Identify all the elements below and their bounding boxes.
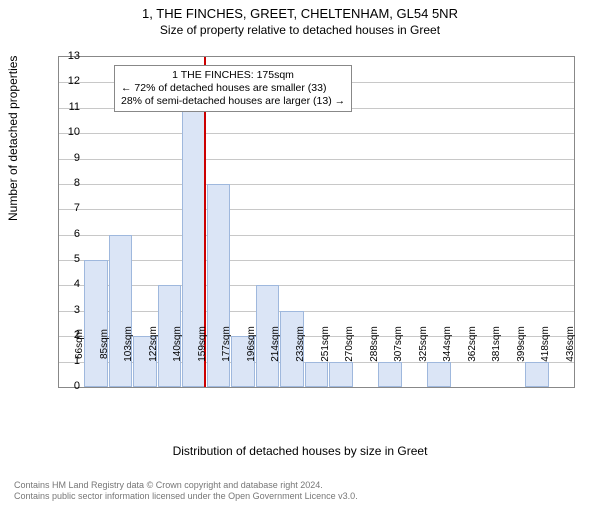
- x-tick-label: 270sqm: [344, 326, 355, 362]
- footer-line-2: Contains public sector information licen…: [14, 491, 358, 502]
- x-tick-label: 418sqm: [540, 326, 551, 362]
- bar: [305, 362, 329, 387]
- footer-text: Contains HM Land Registry data © Crown c…: [14, 480, 358, 503]
- x-tick-label: 140sqm: [172, 326, 183, 362]
- x-tick-label: 159sqm: [197, 326, 208, 362]
- gridline: [59, 133, 574, 134]
- y-tick-label: 6: [50, 228, 80, 240]
- bar: [427, 362, 451, 387]
- y-tick-label: 4: [50, 278, 80, 290]
- x-axis-label: Distribution of detached houses by size …: [0, 444, 600, 458]
- footer-line-1: Contains HM Land Registry data © Crown c…: [14, 480, 358, 491]
- gridline: [59, 184, 574, 185]
- x-tick-label: 307sqm: [393, 326, 404, 362]
- x-tick-label: 381sqm: [491, 326, 502, 362]
- gridline: [59, 235, 574, 236]
- y-tick-label: 12: [50, 75, 80, 87]
- gridline: [59, 285, 574, 286]
- annotation-line-2: ← 72% of detached houses are smaller (33…: [121, 82, 345, 95]
- x-tick-label: 66sqm: [74, 329, 85, 359]
- x-tick-label: 103sqm: [123, 326, 134, 362]
- y-axis-label: Number of detached properties: [6, 56, 20, 221]
- y-tick-label: 0: [50, 380, 80, 392]
- annotation-line-3: 28% of semi-detached houses are larger (…: [121, 95, 345, 108]
- gridline: [59, 159, 574, 160]
- y-tick-label: 11: [50, 101, 80, 113]
- gridline: [59, 311, 574, 312]
- y-tick-label: 9: [50, 152, 80, 164]
- chart-container: 1, THE FINCHES, GREET, CHELTENHAM, GL54 …: [0, 6, 600, 506]
- bar: [329, 362, 353, 387]
- x-tick-label: 214sqm: [270, 326, 281, 362]
- x-tick-label: 177sqm: [221, 326, 232, 362]
- x-tick-label: 288sqm: [369, 326, 380, 362]
- x-tick-label: 362sqm: [467, 326, 478, 362]
- x-tick-label: 85sqm: [99, 329, 110, 359]
- bar: [84, 260, 108, 387]
- x-tick-label: 344sqm: [442, 326, 453, 362]
- x-tick-label: 399sqm: [516, 326, 527, 362]
- bar: [378, 362, 402, 387]
- bar: [525, 362, 549, 387]
- x-tick-label: 436sqm: [565, 326, 576, 362]
- chart-title: 1, THE FINCHES, GREET, CHELTENHAM, GL54 …: [0, 6, 600, 21]
- y-tick-label: 13: [50, 50, 80, 62]
- bar: [109, 235, 133, 387]
- x-tick-label: 196sqm: [246, 326, 257, 362]
- chart-subtitle: Size of property relative to detached ho…: [0, 23, 600, 37]
- y-tick-label: 5: [50, 253, 80, 265]
- x-tick-label: 251sqm: [320, 326, 331, 362]
- gridline: [59, 260, 574, 261]
- annotation-box: 1 THE FINCHES: 175sqm← 72% of detached h…: [114, 65, 352, 112]
- y-tick-label: 7: [50, 202, 80, 214]
- y-tick-label: 10: [50, 126, 80, 138]
- x-tick-label: 325sqm: [418, 326, 429, 362]
- y-tick-label: 3: [50, 304, 80, 316]
- annotation-line-1: 1 THE FINCHES: 175sqm: [121, 69, 345, 82]
- x-tick-label: 233sqm: [295, 326, 306, 362]
- y-tick-label: 8: [50, 177, 80, 189]
- x-tick-label: 122sqm: [148, 326, 159, 362]
- gridline: [59, 209, 574, 210]
